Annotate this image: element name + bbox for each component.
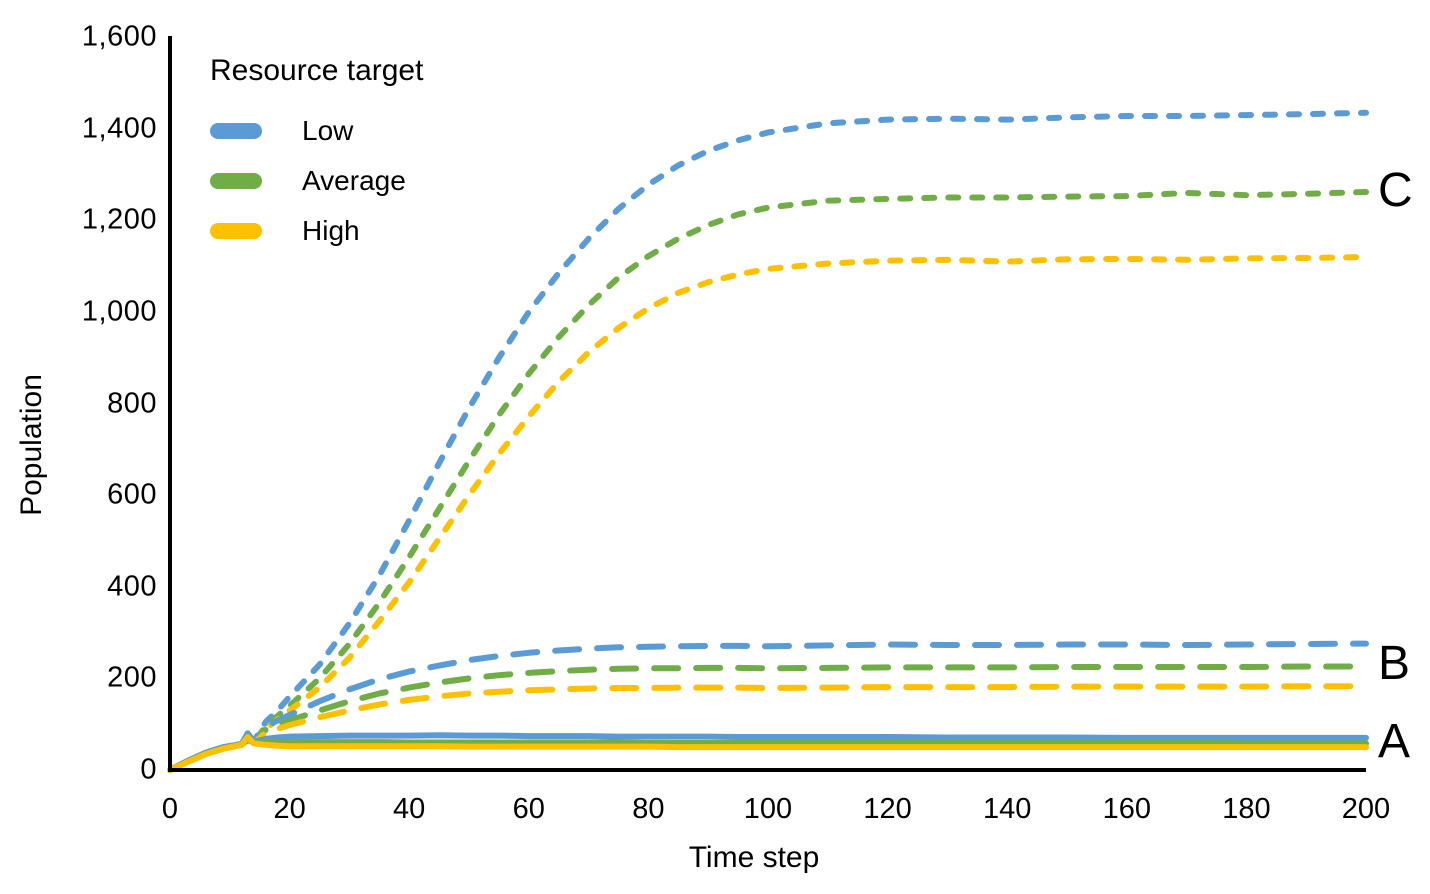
legend-title: Resource target: [210, 54, 424, 87]
legend-rows: Low Average High: [210, 106, 423, 256]
x-tick-label: 120: [863, 793, 912, 825]
y-tick-label: 600: [107, 478, 157, 511]
legend-label: High: [302, 215, 360, 246]
y-tick-label: 1,000: [81, 295, 157, 328]
series-group-label-b: B: [1377, 636, 1410, 690]
x-tick-label: 0: [161, 793, 179, 825]
series-line-b-high: [167, 683, 1369, 773]
x-tick-label: 100: [743, 793, 793, 825]
series-line-c-average: [167, 189, 1369, 773]
series-line-a-low: [167, 730, 1369, 773]
y-tick-label: 1,200: [81, 203, 157, 236]
legend-label: Average: [302, 165, 406, 196]
x-tick-label: 200: [1341, 793, 1391, 825]
x-tick-label: 160: [1102, 793, 1151, 825]
series-group-label-a: A: [1377, 715, 1410, 769]
y-tick-label: 400: [107, 570, 157, 603]
series-line-b-low: [167, 640, 1369, 773]
series-group-label-c: C: [1377, 163, 1413, 217]
legend-swatch-icon: [210, 223, 262, 239]
x-tick-label: 20: [273, 793, 306, 825]
x-tick-label: 40: [393, 793, 426, 825]
legend-item-average: Average: [210, 156, 423, 206]
y-tick-label: 200: [107, 661, 157, 694]
legend: Resource target Low Average High: [210, 54, 423, 256]
series-line-a-high: [167, 734, 1369, 773]
legend-item-high: High: [210, 206, 423, 256]
series-lines: [167, 109, 1369, 773]
x-tick-label: 60: [512, 793, 545, 825]
y-tick-label: 0: [140, 753, 157, 786]
y-tick-label: 800: [107, 387, 157, 420]
x-tick-label: 80: [632, 793, 665, 825]
legend-swatch-icon: [210, 123, 262, 139]
series-line-c-high: [167, 254, 1369, 773]
y-axis-title: Population: [15, 374, 48, 516]
legend-swatch-icon: [210, 173, 262, 189]
legend-label: Low: [302, 115, 354, 146]
legend-item-low: Low: [210, 106, 423, 156]
x-axis-title: Time step: [688, 841, 820, 874]
y-tick-label: 1,600: [81, 20, 157, 53]
x-tick-label: 140: [982, 793, 1032, 825]
x-tick-label: 180: [1222, 793, 1271, 825]
y-tick-label: 1,400: [81, 112, 157, 145]
series-line-b-average: [167, 663, 1369, 773]
